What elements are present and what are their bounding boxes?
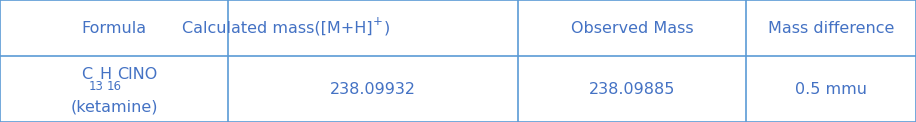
Text: +: + bbox=[373, 15, 383, 28]
Text: 238.09932: 238.09932 bbox=[330, 82, 416, 97]
Text: 0.5 mmu: 0.5 mmu bbox=[795, 82, 867, 97]
Text: ClNO: ClNO bbox=[117, 67, 158, 82]
Text: 16: 16 bbox=[106, 80, 122, 93]
Text: 238.09885: 238.09885 bbox=[589, 82, 675, 97]
Text: Mass difference: Mass difference bbox=[768, 21, 894, 36]
Text: Calculated mass([M+H]: Calculated mass([M+H] bbox=[182, 21, 373, 36]
Text: Formula: Formula bbox=[82, 21, 147, 36]
Text: ): ) bbox=[384, 21, 390, 36]
Text: H: H bbox=[99, 67, 111, 82]
Text: 13: 13 bbox=[88, 80, 104, 93]
Text: (ketamine): (ketamine) bbox=[71, 100, 158, 115]
Text: C: C bbox=[81, 67, 92, 82]
Text: Observed Mass: Observed Mass bbox=[571, 21, 693, 36]
